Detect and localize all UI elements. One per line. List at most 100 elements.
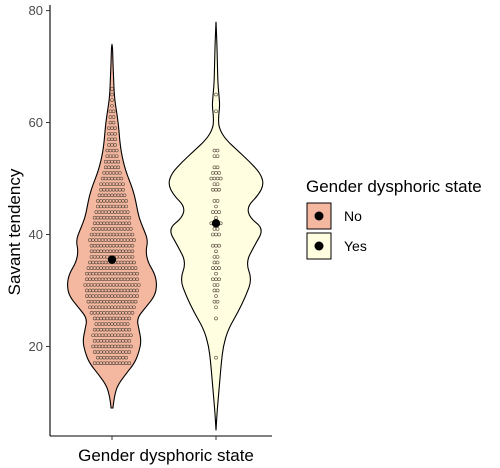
data-dot xyxy=(111,120,116,125)
data-dot xyxy=(88,260,92,265)
plot-area xyxy=(67,21,264,431)
data-dot xyxy=(110,294,114,298)
data-dot xyxy=(92,283,97,287)
data-dot xyxy=(88,288,92,293)
data-dot xyxy=(89,266,94,270)
data-dot xyxy=(215,154,220,158)
data-dot xyxy=(118,232,122,237)
data-dot xyxy=(108,316,113,321)
data-dot xyxy=(132,288,136,293)
data-dot xyxy=(127,255,132,259)
data-dot xyxy=(111,266,116,270)
data-dot xyxy=(212,182,217,186)
data-dot xyxy=(135,277,139,282)
data-dot xyxy=(118,171,122,175)
data-dot xyxy=(118,355,122,360)
dots-no xyxy=(83,87,141,366)
data-dot xyxy=(114,266,119,270)
data-dot xyxy=(114,316,119,321)
data-dot xyxy=(124,355,128,360)
data-dot xyxy=(103,165,108,170)
data-dot xyxy=(127,361,132,366)
data-dot xyxy=(114,154,119,158)
data-dot xyxy=(100,322,105,326)
data-dot xyxy=(214,294,218,298)
data-dot xyxy=(88,277,92,282)
data-dot xyxy=(85,277,89,282)
data-dot xyxy=(100,210,105,214)
data-dot xyxy=(94,305,99,310)
data-dot xyxy=(214,204,218,209)
data-dot xyxy=(114,199,119,203)
data-dot xyxy=(125,210,130,214)
data-dot xyxy=(99,243,103,248)
data-dot xyxy=(114,148,119,153)
data-dot xyxy=(110,238,114,242)
data-dot xyxy=(96,361,100,366)
data-dot xyxy=(94,271,99,276)
data-dot xyxy=(116,322,121,326)
data-dot xyxy=(113,305,117,310)
data-dot xyxy=(214,210,218,214)
data-dot xyxy=(96,243,100,248)
data-dot xyxy=(114,355,119,360)
data-dot xyxy=(132,238,136,242)
data-dot xyxy=(121,283,125,287)
data-dot xyxy=(89,249,94,254)
data-dot xyxy=(102,350,106,354)
data-dot xyxy=(105,311,110,315)
data-dot xyxy=(127,249,132,254)
data-dot xyxy=(102,361,106,366)
data-dot xyxy=(110,271,114,276)
data-dot xyxy=(108,243,113,248)
data-dot xyxy=(214,249,218,254)
data-dot xyxy=(110,322,114,326)
data-dot xyxy=(125,227,130,231)
data-dot xyxy=(108,299,113,304)
data-dot xyxy=(118,249,122,254)
data-dot xyxy=(121,355,125,360)
data-dot xyxy=(110,159,114,164)
data-dot xyxy=(111,204,116,209)
data-dot xyxy=(91,305,95,310)
data-dot xyxy=(121,215,125,220)
data-dot xyxy=(111,182,116,186)
data-dot xyxy=(214,187,218,192)
y-tick-label: 40 xyxy=(29,227,43,242)
data-dot xyxy=(114,215,119,220)
data-dot xyxy=(116,210,121,214)
data-dot xyxy=(111,355,116,360)
data-dot xyxy=(119,294,124,298)
data-dot xyxy=(114,299,119,304)
data-dot xyxy=(121,361,125,366)
data-dot xyxy=(110,92,114,97)
data-dot xyxy=(107,137,111,142)
data-dot xyxy=(212,165,217,170)
data-dot xyxy=(108,182,113,186)
data-dot xyxy=(113,277,117,282)
data-dot xyxy=(113,333,117,338)
data-dot xyxy=(103,210,108,214)
data-dot xyxy=(211,277,215,282)
data-dot xyxy=(102,327,106,332)
data-dot xyxy=(102,221,106,226)
data-dot xyxy=(113,344,117,349)
data-dot xyxy=(113,176,117,181)
y-tick-label: 20 xyxy=(29,339,43,354)
data-dot xyxy=(96,255,100,259)
data-dot xyxy=(105,148,110,153)
data-dot xyxy=(108,171,113,175)
data-dot xyxy=(118,182,122,186)
data-dot xyxy=(102,355,106,360)
data-dot xyxy=(105,199,110,203)
data-dot xyxy=(91,277,95,282)
data-dot xyxy=(113,126,117,130)
data-dot xyxy=(102,283,106,287)
data-dot xyxy=(105,243,110,248)
data-dot xyxy=(92,327,97,332)
data-dot xyxy=(118,316,122,321)
data-dot xyxy=(116,193,121,198)
data-dot xyxy=(118,221,122,226)
data-dot xyxy=(114,182,119,186)
data-dot xyxy=(114,327,119,332)
